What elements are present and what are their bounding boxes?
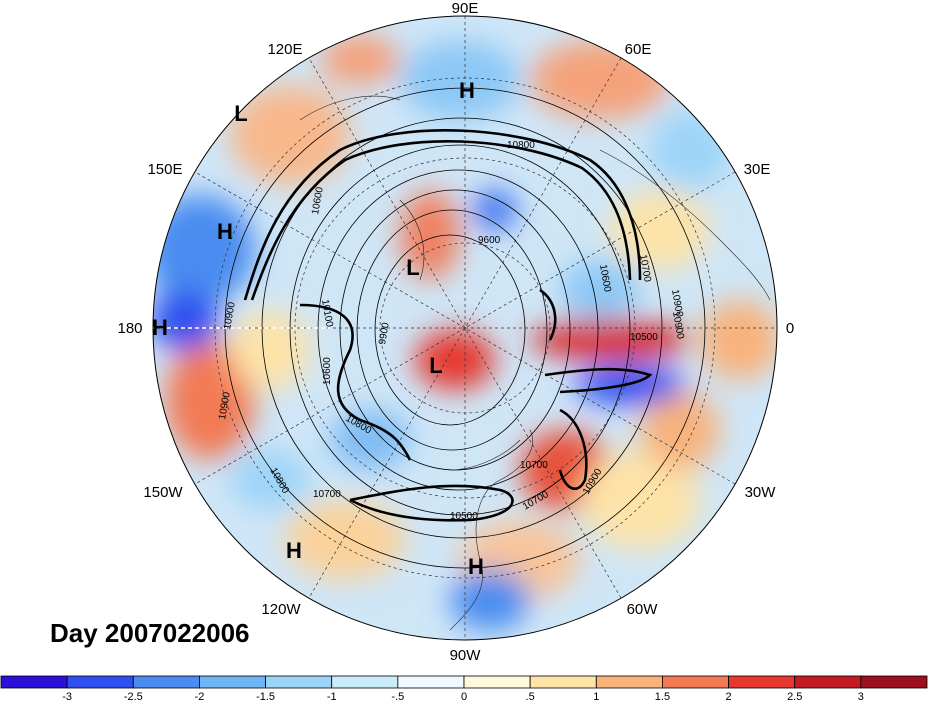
- contour-label: 10900: [670, 311, 686, 341]
- contour-label: 10900: [217, 391, 233, 421]
- height-contours: [224, 87, 706, 569]
- colorbar-swatch: [860, 675, 928, 689]
- high-center: H: [468, 554, 484, 579]
- colorbar-swatch: [265, 675, 333, 689]
- colorbar-swatch: [132, 675, 200, 689]
- lon-label: 30W: [745, 484, 777, 501]
- high-center: H: [152, 315, 168, 340]
- colorbar-tick-label: -1: [327, 691, 337, 702]
- colorbar-swatch: [595, 675, 663, 689]
- low-center: L: [234, 101, 247, 126]
- graticule: [153, 16, 777, 640]
- colorbar-swatch: [728, 675, 796, 689]
- jet-contours: [243, 129, 653, 522]
- contour-label: 10800: [507, 140, 535, 151]
- contour-label: 10100: [319, 299, 335, 329]
- contour-label: 10900: [222, 301, 238, 331]
- high-center: H: [286, 538, 302, 563]
- coastlines: [299, 95, 771, 631]
- contour-label: 10600: [310, 186, 326, 216]
- lon-label: 150W: [143, 484, 183, 501]
- colorbar-tick-label: 0: [461, 691, 467, 702]
- colorbar: -3 -2.5 -2 -1.5 -1 -.5 0 .5 1 1.5 2 2.5 3: [0, 675, 928, 702]
- colorbar-tick-label: -1.5: [256, 691, 275, 702]
- lon-label: 60W: [627, 601, 659, 618]
- lon-label: 90E: [452, 0, 479, 17]
- colorbar-swatch: [529, 675, 597, 689]
- colorbar-tick-label: -2: [195, 691, 205, 702]
- colorbar-tick-label: 1.5: [655, 691, 670, 702]
- contour-label: 10700: [637, 254, 653, 284]
- lon-label: 0: [786, 320, 794, 337]
- contour-label: 10900: [669, 289, 685, 319]
- colorbar-tick-label: -.5: [391, 691, 404, 702]
- pressure-centers: H H H H H L L L: [152, 78, 484, 579]
- contour-label: 9900: [377, 321, 392, 345]
- colorbar-swatch: [0, 675, 68, 689]
- longitude-labels: 90E 60E 30E 0 30W 60W 90W 120W 150W 180 …: [117, 0, 794, 664]
- lon-label: 150E: [147, 161, 182, 178]
- colorbar-tick-label: .5: [526, 691, 535, 702]
- contour-label: 10700: [313, 489, 341, 500]
- colorbar-tick-label: -3: [62, 691, 72, 702]
- contour-label: 10500: [630, 332, 658, 343]
- lon-label: 90W: [450, 647, 482, 664]
- colorbar-swatch: [199, 675, 266, 689]
- contour-label: 9600: [478, 235, 501, 246]
- contour-label: 10700: [520, 460, 548, 471]
- colorbar-swatch: [397, 675, 465, 689]
- colorbar-tick-label: 1: [593, 691, 599, 702]
- lon-label: 30E: [744, 161, 771, 178]
- high-center: H: [217, 219, 233, 244]
- colorbar-swatch: [794, 675, 862, 689]
- colorbar-swatch: [66, 675, 134, 689]
- contour-labels: 10900 10600 10700 10500 10700 10900 1080…: [217, 140, 686, 522]
- colorbar-tick-label: 2: [726, 691, 732, 702]
- colorbar-swatch: [331, 675, 399, 689]
- shaded-field: [153, 16, 777, 640]
- colorbar-tick-label: 2.5: [787, 691, 802, 702]
- lon-label: 120E: [267, 41, 302, 58]
- colorbar-swatch: [662, 675, 729, 689]
- lon-label: 180: [117, 320, 142, 337]
- lon-label: 120W: [261, 601, 301, 618]
- high-center: H: [459, 78, 475, 103]
- contour-label: 10600: [322, 357, 333, 385]
- colorbar-swatch: [463, 675, 531, 689]
- low-center: L: [429, 353, 442, 378]
- low-center: L: [406, 255, 419, 280]
- contour-label: 10600: [597, 264, 613, 294]
- colorbar-tick-label: 3: [858, 691, 864, 702]
- contour-label: 10500: [450, 511, 478, 522]
- map-title: Day 2007022006: [50, 618, 250, 648]
- colorbar-tick-label: -2.5: [124, 691, 143, 702]
- lon-label: 60E: [625, 41, 652, 58]
